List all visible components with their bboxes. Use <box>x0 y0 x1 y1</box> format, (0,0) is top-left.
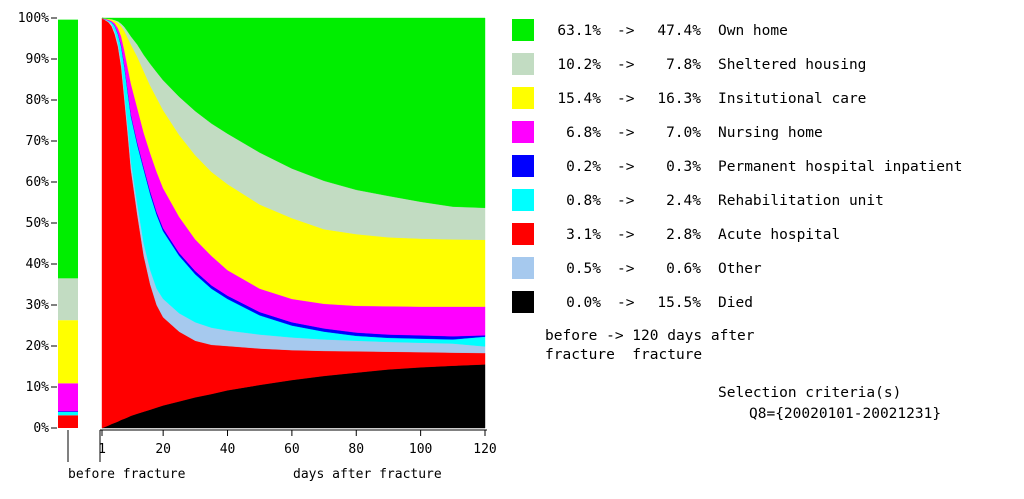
legend-before-value: 0.2% <box>566 159 601 175</box>
legend-swatch-nursing-home <box>512 121 534 143</box>
legend-swatch-died <box>512 291 534 313</box>
before-bar-segment-own-home <box>58 19 78 279</box>
y-tick-label: 40% <box>26 257 50 272</box>
y-tick-label: 0% <box>33 421 49 436</box>
selection-criteria-title: Selection criteria(s) <box>718 385 901 401</box>
legend-label-permanent-hospital-inpatient: Permanent hospital inpatient <box>718 159 962 175</box>
before-bar-segment-rehabilitation-unit <box>58 412 78 416</box>
legend-arrow: -> <box>617 295 635 311</box>
y-tick-label: 10% <box>26 380 50 395</box>
y-tick-label: 70% <box>26 134 50 149</box>
x-tick-label: 20 <box>155 442 171 457</box>
legend-footer-line2: fracture fracture <box>545 347 702 363</box>
legend-after-value: 7.0% <box>666 125 701 141</box>
y-tick-label: 30% <box>26 298 50 313</box>
legend-before-value: 6.8% <box>566 125 601 141</box>
before-bar-segment-acute-hospital <box>58 415 78 428</box>
legend-before-value: 0.8% <box>566 193 601 209</box>
x-tick-label: 80 <box>348 442 364 457</box>
legend-after-value: 47.4% <box>657 23 701 39</box>
legend-label-rehabilitation-unit: Rehabilitation unit <box>718 193 884 209</box>
legend-arrow: -> <box>617 23 635 39</box>
x-axis: 1 20 40 60 80 100 120 <box>98 429 497 462</box>
before-bar-segment-sheltered-housing <box>58 278 78 321</box>
legend-swatch-permanent-hospital-inpatient <box>512 155 534 177</box>
area-plot <box>101 17 486 429</box>
legend-after-value: 0.3% <box>666 159 701 175</box>
legend-after-value: 2.4% <box>666 193 701 209</box>
before-bar-segment-nursing-home <box>58 383 78 412</box>
legend-arrow: -> <box>617 125 635 141</box>
legend-before-value: 0.0% <box>566 295 601 311</box>
legend-swatch-insitutional-care <box>512 87 534 109</box>
legend-swatch-own-home <box>512 19 534 41</box>
legend-before-value: 10.2% <box>557 57 601 73</box>
x-label-before-fracture: before fracture <box>68 467 186 482</box>
y-tick-label: 20% <box>26 339 50 354</box>
legend-label-sheltered-housing: Sheltered housing <box>718 57 866 73</box>
y-tick-label: 60% <box>26 175 50 190</box>
legend-arrow: -> <box>617 159 635 175</box>
legend-before-value: 15.4% <box>557 91 601 107</box>
y-tick-label: 50% <box>26 216 50 231</box>
legend-arrow: -> <box>617 57 635 73</box>
legend-after-value: 0.6% <box>666 261 701 277</box>
area-own-home <box>101 17 486 209</box>
x-tick-label: 1 <box>98 442 106 457</box>
legend-swatch-rehabilitation-unit <box>512 189 534 211</box>
legend: 63.1% -> 47.4% Own home 10.2% -> 7.8% Sheltered… <box>512 19 962 313</box>
legend-arrow: -> <box>617 193 635 209</box>
x-label-days-after-fracture: days after fracture <box>293 467 442 482</box>
y-axis: 0% 10% 20% 30% 40% 50% 60% 70% 80% 90% 100% <box>18 11 57 436</box>
x-tick-label: 60 <box>284 442 300 457</box>
legend-label-insitutional-care: Insitutional care <box>718 91 866 107</box>
legend-label-acute-hospital: Acute hospital <box>718 227 840 243</box>
legend-label-died: Died <box>718 295 753 311</box>
legend-swatch-sheltered-housing <box>512 53 534 75</box>
x-tick-label: 120 <box>473 442 496 457</box>
legend-arrow: -> <box>617 227 635 243</box>
legend-label-other: Other <box>718 261 762 277</box>
legend-label-own-home: Own home <box>718 23 788 39</box>
legend-before-value: 63.1% <box>557 23 601 39</box>
legend-after-value: 7.8% <box>666 57 701 73</box>
before-bar-segment-insitutional-care <box>58 320 78 384</box>
legend-before-value: 3.1% <box>566 227 601 243</box>
legend-after-value: 15.5% <box>657 295 701 311</box>
legend-arrow: -> <box>617 261 635 277</box>
y-tick-label: 90% <box>26 52 50 67</box>
legend-footer-line1: before -> 120 days after <box>545 328 755 344</box>
y-tick-label: 80% <box>26 93 50 108</box>
legend-arrow: -> <box>617 91 635 107</box>
legend-after-value: 16.3% <box>657 91 701 107</box>
before-fracture-bar <box>58 19 78 462</box>
before-bar-segment-permanent-hospital-inpatient <box>58 411 78 413</box>
selection-criteria-value: Q8={20020101-20021231} <box>749 406 941 422</box>
legend-label-nursing-home: Nursing home <box>718 125 823 141</box>
legend-after-value: 2.8% <box>666 227 701 243</box>
legend-swatch-other <box>512 257 534 279</box>
legend-before-value: 0.5% <box>566 261 601 277</box>
x-tick-label: 100 <box>409 442 432 457</box>
x-tick-label: 40 <box>220 442 236 457</box>
y-tick-label: 100% <box>18 11 49 26</box>
legend-swatch-acute-hospital <box>512 223 534 245</box>
